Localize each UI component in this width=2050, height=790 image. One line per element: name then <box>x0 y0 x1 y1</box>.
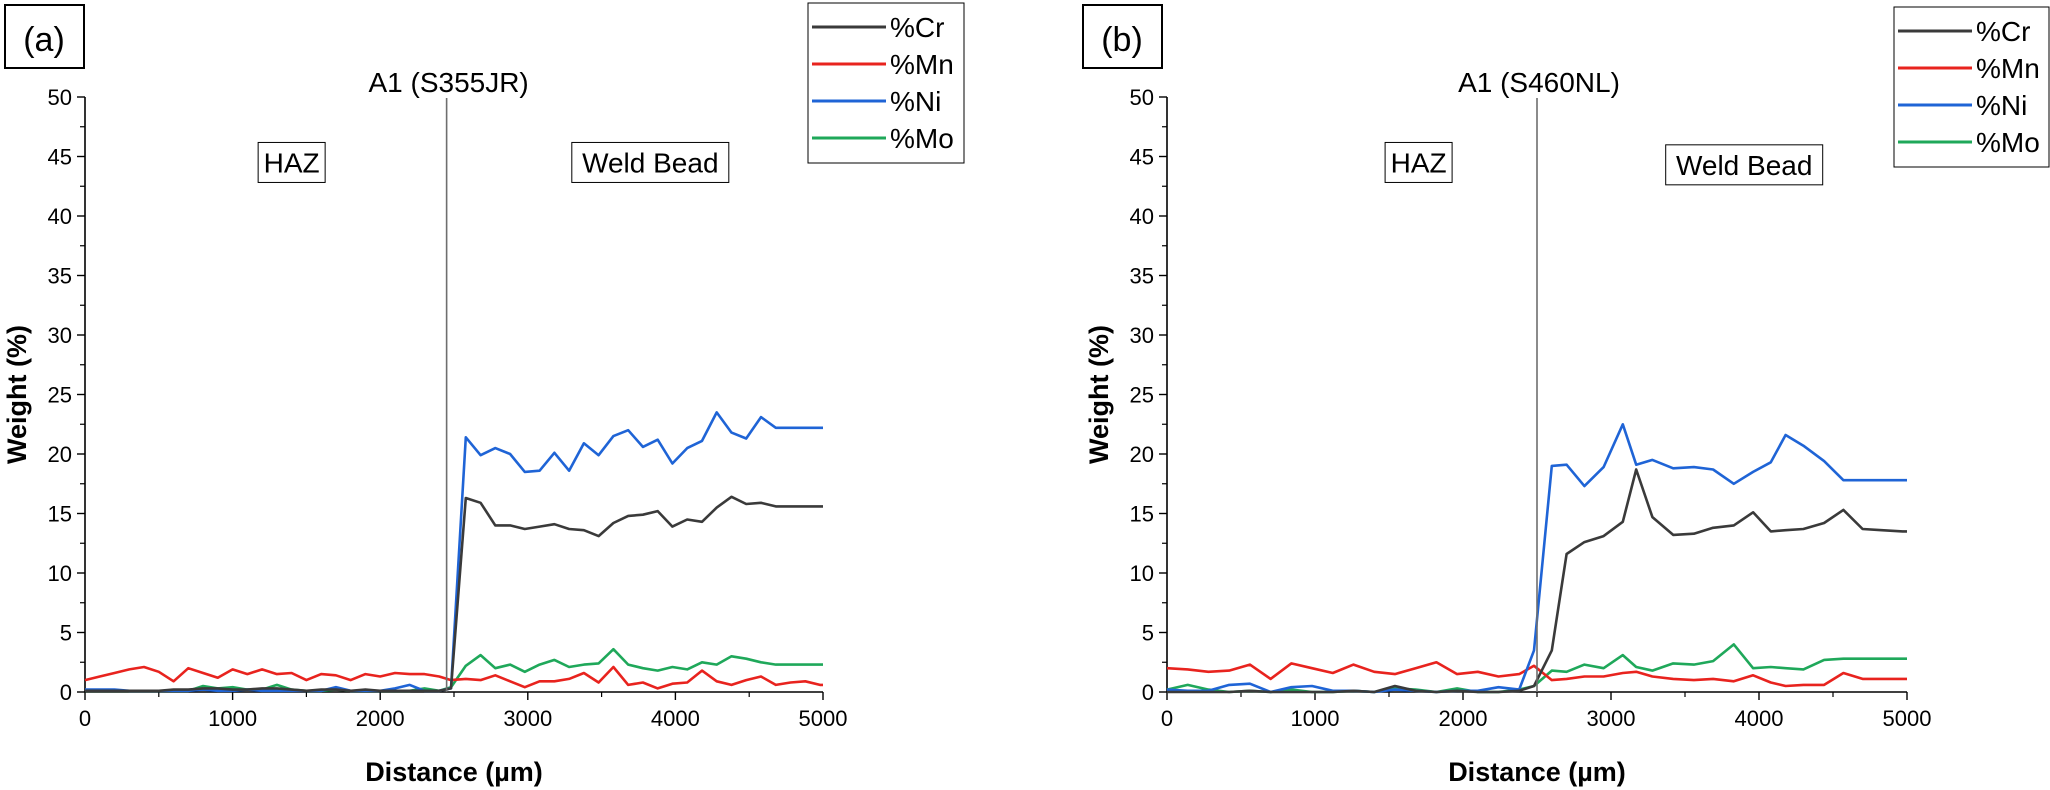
legend-label: %Cr <box>890 12 944 43</box>
region-label-text: HAZ <box>1391 147 1447 178</box>
legend-label: %Mo <box>890 123 954 154</box>
x-tick-label: 3000 <box>1587 706 1636 731</box>
legend-entry-ni: %Ni <box>812 86 941 117</box>
region-label-weld-bead: Weld Bead <box>571 141 730 183</box>
legend-label: %Ni <box>1976 90 2027 121</box>
legend-label: %Mn <box>1976 53 2040 84</box>
x-tick-label: 1000 <box>1291 706 1340 731</box>
legend-entry-ni: %Ni <box>1898 90 2027 121</box>
legend: %Cr %Mn %Ni %Mo <box>1893 6 2050 168</box>
y-tick-label: 45 <box>48 145 72 170</box>
x-axis-label: Distance (µm) <box>365 757 543 787</box>
x-tick-label: 3000 <box>503 706 552 731</box>
legend: %Cr %Mn %Ni %Mo <box>807 2 965 164</box>
boundary-label: A1 (S460NL) <box>1458 67 1620 98</box>
x-tick-label: 4000 <box>1735 706 1784 731</box>
legend-label: %Mo <box>1976 127 2040 158</box>
chart-panel-a: (a) Weight (%) Distance (µm) 0 5 10 15 20 25 3… <box>2 2 965 787</box>
y-tick-label: 35 <box>1130 264 1154 289</box>
y-tick-label: 30 <box>48 323 72 348</box>
y-tick-label: 10 <box>1130 561 1154 586</box>
y-tick-label: 15 <box>48 502 72 527</box>
y-tick-label: 25 <box>48 383 72 408</box>
y-tick-label: 45 <box>1130 145 1154 170</box>
y-tick-label: 30 <box>1130 323 1154 348</box>
region-label-haz: HAZ <box>257 141 326 183</box>
y-tick-label: 5 <box>1142 621 1154 646</box>
y-tick-label: 35 <box>48 264 72 289</box>
x-tick-label: 2000 <box>356 706 405 731</box>
panel-label-box <box>1082 4 1163 69</box>
region-label-text: HAZ <box>264 147 320 178</box>
legend-label: %Cr <box>1976 16 2030 47</box>
y-axis-label: Weight (%) <box>1084 325 1114 464</box>
chart-panel-b: (b) Weight (%) Distance (µm) 0 5 10 15 20 25 3… <box>1082 4 2050 787</box>
y-tick-label: 15 <box>1130 502 1154 527</box>
legend-entry-mn: %Mn <box>1898 53 2040 84</box>
y-tick-label: 20 <box>1130 442 1154 467</box>
y-tick-label: 40 <box>1130 204 1154 229</box>
x-tick-label: 2000 <box>1439 706 1488 731</box>
legend-frame <box>1893 6 2050 168</box>
series-line-ni <box>1166 422 1907 694</box>
legend-entry-cr: %Cr <box>812 12 944 43</box>
series-line-ni <box>85 411 823 693</box>
legend-entry-mo: %Mo <box>1898 127 2040 158</box>
series-line-mn <box>84 665 823 690</box>
series-line-cr <box>1167 468 1907 694</box>
boundary-label: A1 (S355JR) <box>368 67 528 98</box>
x-tick-label: 4000 <box>651 706 700 731</box>
legend-entry-mo: %Mo <box>812 123 954 154</box>
x-tick-label: 0 <box>1161 706 1173 731</box>
y-tick-label: 0 <box>60 680 72 705</box>
y-tick-label: 10 <box>48 561 72 586</box>
x-tick-label: 0 <box>79 706 91 731</box>
legend-entry-cr: %Cr <box>1898 16 2030 47</box>
legend-entry-mn: %Mn <box>812 49 954 80</box>
y-tick-label: 50 <box>1130 85 1154 110</box>
x-tick-label: 5000 <box>799 706 848 731</box>
region-label-text: Weld Bead <box>1676 150 1812 181</box>
x-tick-label: 1000 <box>208 706 257 731</box>
y-tick-label: 25 <box>1130 383 1154 408</box>
y-tick-label: 20 <box>48 442 72 467</box>
panel-label: (a) <box>23 21 65 59</box>
x-axis-label: Distance (µm) <box>1448 757 1626 787</box>
y-tick-label: 50 <box>48 85 72 110</box>
series-line-cr <box>85 495 823 693</box>
panel-label-box <box>4 4 85 69</box>
legend-label: %Mn <box>890 49 954 80</box>
x-tick-label: 5000 <box>1883 706 1932 731</box>
region-label-haz: HAZ <box>1384 141 1453 183</box>
legend-label: %Ni <box>890 86 941 117</box>
legend-frame <box>807 2 965 164</box>
region-label-weld-bead: Weld Bead <box>1665 144 1824 186</box>
y-tick-label: 40 <box>48 204 72 229</box>
panel-label: (b) <box>1101 21 1143 59</box>
y-tick-label: 5 <box>60 621 72 646</box>
region-label-text: Weld Bead <box>582 147 718 178</box>
y-axis-label: Weight (%) <box>2 325 32 464</box>
y-tick-label: 0 <box>1142 680 1154 705</box>
series-line-mn <box>1166 660 1907 688</box>
